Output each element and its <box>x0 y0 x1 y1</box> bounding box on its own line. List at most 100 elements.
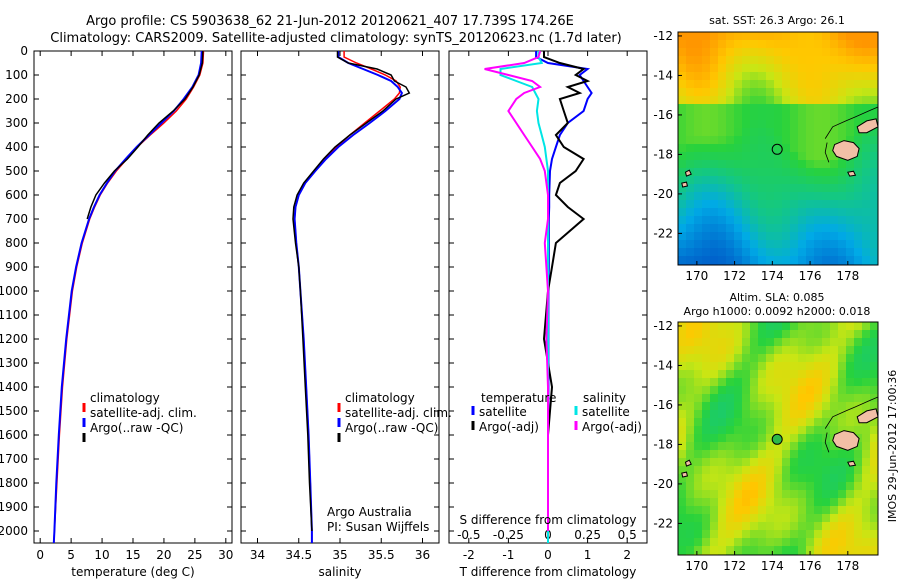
map-cell <box>806 144 814 152</box>
map-cell <box>830 498 838 506</box>
map-cell <box>862 394 870 402</box>
map-cell <box>830 192 838 200</box>
map-cell <box>686 72 694 80</box>
map-cell <box>774 490 782 498</box>
map-cell <box>678 72 686 80</box>
map-cell <box>694 362 702 370</box>
sst-map-frame <box>677 31 879 266</box>
map-cell <box>742 546 750 554</box>
depth-tick-label: 1200 <box>0 332 28 346</box>
map-cell <box>710 426 718 434</box>
map-cell <box>838 200 846 208</box>
sla-map-frame <box>677 321 879 556</box>
map-cell <box>678 40 686 48</box>
map-cell <box>782 128 790 136</box>
map-cell <box>790 184 798 192</box>
map-cell <box>854 224 862 232</box>
map-cell <box>798 442 806 450</box>
map-cell <box>854 466 862 474</box>
map-cell <box>814 40 822 48</box>
map-cell <box>782 72 790 80</box>
map-cell <box>742 248 750 256</box>
map-cell <box>766 466 774 474</box>
map-cell <box>798 522 806 530</box>
map-cell <box>822 426 830 434</box>
map-cell <box>798 354 806 362</box>
map-cell <box>774 426 782 434</box>
map-cell <box>782 104 790 112</box>
map-cell <box>694 248 702 256</box>
map-cell <box>702 530 710 538</box>
map-cell <box>846 498 854 506</box>
map-cell <box>814 466 822 474</box>
map-cell <box>854 152 862 160</box>
map-cell <box>758 144 766 152</box>
map-cell <box>702 128 710 136</box>
map-cell <box>798 72 806 80</box>
map-cell <box>830 458 838 466</box>
map-cell <box>790 546 798 554</box>
map-cell <box>862 80 870 88</box>
map-cell <box>758 104 766 112</box>
map-cell <box>774 386 782 394</box>
map-cell <box>774 208 782 216</box>
map-cell <box>870 208 878 216</box>
map-cell <box>710 72 718 80</box>
map-cell <box>782 498 790 506</box>
map-cell <box>718 112 726 120</box>
salinity-panel: 34 34.5 35 35.5 36 climatology satellite-adj… <box>240 50 452 579</box>
map-cell <box>830 56 838 64</box>
map-cell <box>710 80 718 88</box>
depth-tick-label: 1400 <box>0 380 28 394</box>
map-cell <box>854 330 862 338</box>
map-cell <box>870 394 878 402</box>
map-cell <box>742 498 750 506</box>
island-kadavu <box>847 170 857 177</box>
map-cell <box>790 248 798 256</box>
map-cell <box>806 426 814 434</box>
map-cell <box>862 546 870 554</box>
map-cell <box>726 72 734 80</box>
map-cell <box>822 546 830 554</box>
map-cell <box>806 386 814 394</box>
map-cell <box>798 434 806 442</box>
map-cell <box>830 80 838 88</box>
map-y-tick-label: -14 <box>653 68 673 82</box>
map-cell <box>742 354 750 362</box>
x-tick-label: 35.5 <box>368 548 395 562</box>
map-cell <box>694 40 702 48</box>
map-cell <box>742 200 750 208</box>
map-cell <box>750 48 758 56</box>
map-cell <box>774 362 782 370</box>
map-cell <box>734 538 742 546</box>
map-cell <box>774 192 782 200</box>
map-cell <box>774 482 782 490</box>
map-cell <box>678 240 686 248</box>
map-cell <box>782 386 790 394</box>
map-cell <box>838 458 846 466</box>
map-cell <box>678 386 686 394</box>
map-cell <box>822 466 830 474</box>
map-cell <box>758 322 766 330</box>
map-cell <box>870 450 878 458</box>
map-cell <box>678 96 686 104</box>
map-cell <box>686 426 694 434</box>
map-cell <box>870 200 878 208</box>
map-cell <box>766 240 774 248</box>
map-cell <box>854 48 862 56</box>
map-cell <box>822 418 830 426</box>
map-cell <box>774 200 782 208</box>
map-cell <box>702 490 710 498</box>
map-cell <box>862 522 870 530</box>
map-cell <box>718 40 726 48</box>
map-cell <box>750 136 758 144</box>
map-cell <box>798 450 806 458</box>
map-cell <box>782 466 790 474</box>
map-cell <box>750 434 758 442</box>
map-cell <box>694 354 702 362</box>
map-cell <box>686 490 694 498</box>
map-cell <box>718 128 726 136</box>
map-cell <box>846 88 854 96</box>
map-cell <box>838 362 846 370</box>
map-cell <box>742 112 750 120</box>
